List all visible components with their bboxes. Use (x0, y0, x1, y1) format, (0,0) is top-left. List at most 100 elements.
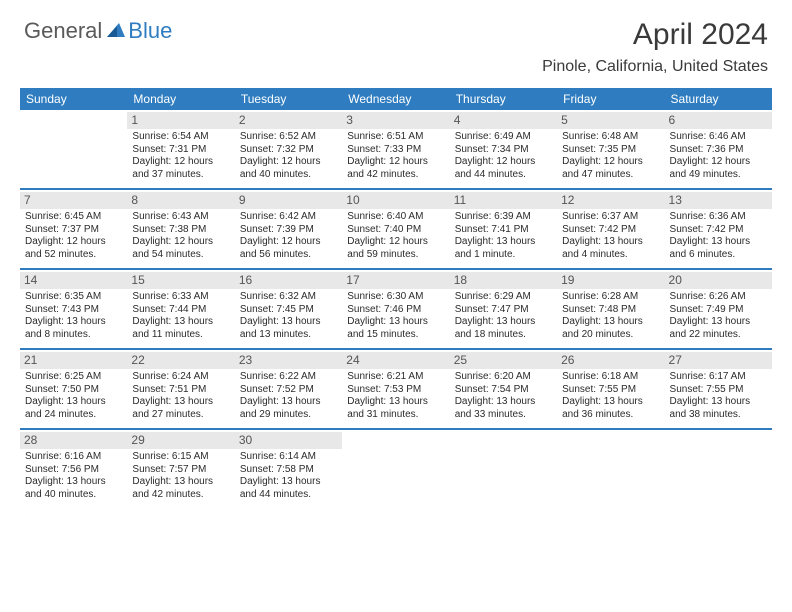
day-header-row: SundayMondayTuesdayWednesdayThursdayFrid… (20, 88, 772, 110)
sunset-text: Sunset: 7:53 PM (347, 384, 444, 397)
sunrise-text: Sunrise: 6:14 AM (240, 451, 337, 464)
daylight-text: Daylight: 13 hours (455, 316, 552, 329)
day-number: 28 (20, 432, 127, 449)
daylight-text: Daylight: 12 hours (562, 156, 659, 169)
sunset-text: Sunset: 7:57 PM (132, 464, 229, 477)
daylight-text: and 49 minutes. (670, 169, 767, 182)
sunrise-text: Sunrise: 6:51 AM (347, 131, 444, 144)
day-cell: 26Sunrise: 6:18 AMSunset: 7:55 PMDayligh… (557, 350, 664, 428)
day-cell: 4Sunrise: 6:49 AMSunset: 7:34 PMDaylight… (450, 110, 557, 188)
sunrise-text: Sunrise: 6:40 AM (347, 211, 444, 224)
daylight-text: Daylight: 13 hours (25, 396, 122, 409)
week-row: 14Sunrise: 6:35 AMSunset: 7:43 PMDayligh… (20, 268, 772, 348)
day-number: 23 (235, 352, 342, 369)
daylight-text: Daylight: 12 hours (347, 236, 444, 249)
daylight-text: and 59 minutes. (347, 249, 444, 262)
week-row: 7Sunrise: 6:45 AMSunset: 7:37 PMDaylight… (20, 188, 772, 268)
logo-text-2: Blue (128, 18, 172, 44)
daylight-text: and 38 minutes. (670, 409, 767, 422)
sunrise-text: Sunrise: 6:37 AM (562, 211, 659, 224)
daylight-text: and 52 minutes. (25, 249, 122, 262)
day-header-cell: Wednesday (342, 88, 449, 110)
daylight-text: and 44 minutes. (455, 169, 552, 182)
day-header-cell: Monday (127, 88, 234, 110)
daylight-text: and 11 minutes. (132, 329, 229, 342)
sunrise-text: Sunrise: 6:39 AM (455, 211, 552, 224)
daylight-text: and 44 minutes. (240, 489, 337, 502)
daylight-text: Daylight: 13 hours (670, 316, 767, 329)
daylight-text: Daylight: 13 hours (25, 316, 122, 329)
day-number: 4 (450, 112, 557, 129)
daylight-text: and 29 minutes. (240, 409, 337, 422)
sunrise-text: Sunrise: 6:20 AM (455, 371, 552, 384)
sunrise-text: Sunrise: 6:18 AM (562, 371, 659, 384)
sunrise-text: Sunrise: 6:46 AM (670, 131, 767, 144)
daylight-text: and 4 minutes. (562, 249, 659, 262)
sunrise-text: Sunrise: 6:42 AM (240, 211, 337, 224)
day-number: 19 (557, 272, 664, 289)
day-cell (450, 430, 557, 508)
daylight-text: Daylight: 13 hours (25, 476, 122, 489)
day-cell: 27Sunrise: 6:17 AMSunset: 7:55 PMDayligh… (665, 350, 772, 428)
daylight-text: and 8 minutes. (25, 329, 122, 342)
daylight-text: Daylight: 12 hours (240, 156, 337, 169)
daylight-text: and 13 minutes. (240, 329, 337, 342)
sunset-text: Sunset: 7:33 PM (347, 144, 444, 157)
sunset-text: Sunset: 7:43 PM (25, 304, 122, 317)
daylight-text: and 54 minutes. (132, 249, 229, 262)
daylight-text: Daylight: 13 hours (240, 396, 337, 409)
sunset-text: Sunset: 7:49 PM (670, 304, 767, 317)
daylight-text: Daylight: 12 hours (25, 236, 122, 249)
day-number: 2 (235, 112, 342, 129)
daylight-text: and 24 minutes. (25, 409, 122, 422)
sunset-text: Sunset: 7:32 PM (240, 144, 337, 157)
day-cell: 16Sunrise: 6:32 AMSunset: 7:45 PMDayligh… (235, 270, 342, 348)
day-cell (557, 430, 664, 508)
daylight-text: and 36 minutes. (562, 409, 659, 422)
daylight-text: Daylight: 12 hours (240, 236, 337, 249)
day-cell: 12Sunrise: 6:37 AMSunset: 7:42 PMDayligh… (557, 190, 664, 268)
sunrise-text: Sunrise: 6:48 AM (562, 131, 659, 144)
sunset-text: Sunset: 7:58 PM (240, 464, 337, 477)
sunrise-text: Sunrise: 6:36 AM (670, 211, 767, 224)
day-cell: 5Sunrise: 6:48 AMSunset: 7:35 PMDaylight… (557, 110, 664, 188)
sunrise-text: Sunrise: 6:24 AM (132, 371, 229, 384)
sunrise-text: Sunrise: 6:15 AM (132, 451, 229, 464)
day-number: 24 (342, 352, 449, 369)
day-cell: 1Sunrise: 6:54 AMSunset: 7:31 PMDaylight… (127, 110, 234, 188)
sunset-text: Sunset: 7:56 PM (25, 464, 122, 477)
daylight-text: Daylight: 13 hours (240, 476, 337, 489)
day-cell: 30Sunrise: 6:14 AMSunset: 7:58 PMDayligh… (235, 430, 342, 508)
daylight-text: and 31 minutes. (347, 409, 444, 422)
daylight-text: and 56 minutes. (240, 249, 337, 262)
day-cell (342, 430, 449, 508)
week-row: 28Sunrise: 6:16 AMSunset: 7:56 PMDayligh… (20, 428, 772, 508)
day-header-cell: Friday (557, 88, 664, 110)
daylight-text: Daylight: 13 hours (670, 396, 767, 409)
sunset-text: Sunset: 7:48 PM (562, 304, 659, 317)
sunrise-text: Sunrise: 6:17 AM (670, 371, 767, 384)
sunset-text: Sunset: 7:34 PM (455, 144, 552, 157)
day-number: 1 (127, 112, 234, 129)
day-cell: 6Sunrise: 6:46 AMSunset: 7:36 PMDaylight… (665, 110, 772, 188)
sunrise-text: Sunrise: 6:52 AM (240, 131, 337, 144)
sunset-text: Sunset: 7:45 PM (240, 304, 337, 317)
day-cell: 3 Sunrise: 6:51 AMSunset: 7:33 PMDaylight… (342, 110, 449, 188)
daylight-text: Daylight: 13 hours (670, 236, 767, 249)
header: General Blue April 2024 Pinole, Californ… (0, 0, 792, 80)
day-number: 3 (342, 112, 449, 129)
sunset-text: Sunset: 7:41 PM (455, 224, 552, 237)
day-cell (665, 430, 772, 508)
daylight-text: Daylight: 12 hours (347, 156, 444, 169)
daylight-text: Daylight: 13 hours (562, 396, 659, 409)
daylight-text: Daylight: 13 hours (562, 316, 659, 329)
daylight-text: Daylight: 13 hours (347, 316, 444, 329)
daylight-text: Daylight: 13 hours (562, 236, 659, 249)
logo: General Blue (24, 18, 172, 44)
day-cell: 19Sunrise: 6:28 AMSunset: 7:48 PMDayligh… (557, 270, 664, 348)
day-cell: 2 Sunrise: 6:52 AMSunset: 7:32 PMDaylight… (235, 110, 342, 188)
sunrise-text: Sunrise: 6:16 AM (25, 451, 122, 464)
month-title: April 2024 (542, 18, 768, 52)
daylight-text: Daylight: 12 hours (670, 156, 767, 169)
sunrise-text: Sunrise: 6:25 AM (25, 371, 122, 384)
